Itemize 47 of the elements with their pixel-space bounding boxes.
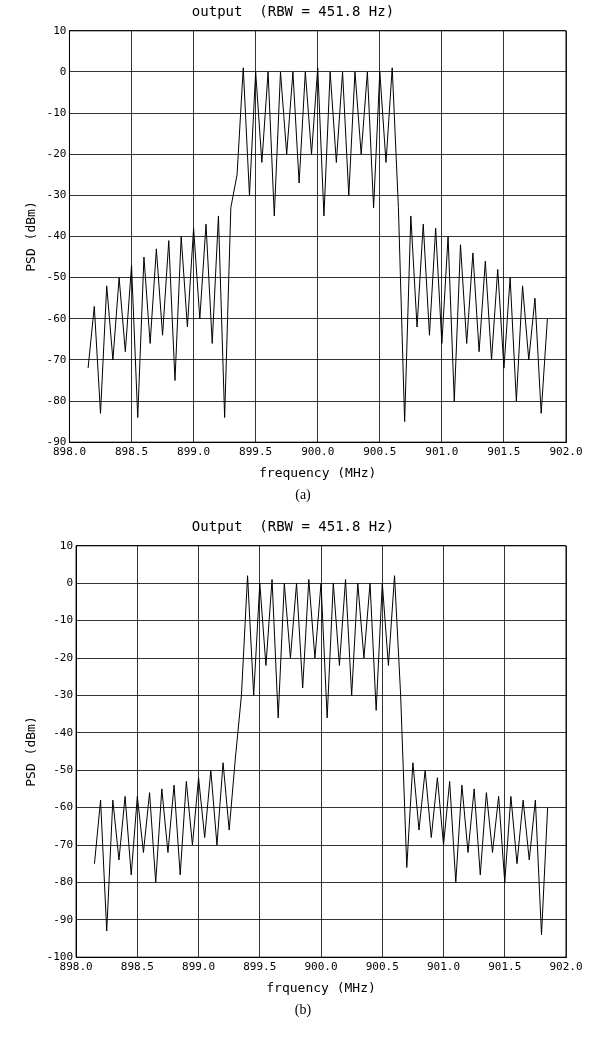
x-tick-label: 898.0 bbox=[59, 959, 93, 973]
y-axis-title: PSD (dBm) bbox=[23, 716, 39, 787]
x-tick-label: 900.0 bbox=[301, 444, 335, 458]
x-tick-label: 900.0 bbox=[304, 959, 338, 973]
x-tick-label: 901.5 bbox=[487, 444, 521, 458]
x-tick-label: 900.5 bbox=[365, 959, 399, 973]
x-tick-label: 902.0 bbox=[549, 959, 583, 973]
y-tick-label: -10 bbox=[53, 613, 74, 627]
x-tick-label: 898.5 bbox=[114, 444, 149, 458]
y-tick-label: -70 bbox=[53, 837, 74, 851]
x-tick-label: 901.5 bbox=[488, 959, 522, 973]
y-tick-label: -40 bbox=[46, 229, 67, 243]
x-tick-label: 898.5 bbox=[120, 959, 154, 973]
x-tick-label: 901.0 bbox=[426, 959, 461, 973]
y-tick-label: -80 bbox=[46, 393, 67, 407]
y-tick-label: -20 bbox=[53, 650, 74, 664]
y-tick-label: -50 bbox=[53, 763, 74, 777]
x-tick-label: 898.0 bbox=[52, 444, 87, 458]
y-tick-label: 10 bbox=[53, 23, 67, 37]
y-tick-label: -60 bbox=[53, 800, 74, 814]
y-tick-label: -30 bbox=[53, 688, 74, 702]
x-axis-title: frquency (MHz) bbox=[266, 979, 376, 995]
x-tick-label: 899.5 bbox=[243, 959, 277, 973]
y-tick-label: 10 bbox=[59, 538, 74, 552]
x-tick-label: 899.0 bbox=[177, 444, 211, 458]
y-tick-label: -90 bbox=[53, 912, 74, 926]
y-tick-label: -20 bbox=[46, 147, 67, 161]
y-tick-label: -60 bbox=[46, 311, 67, 325]
y-axis-title: PSD (dBm) bbox=[23, 201, 39, 272]
x-tick-label: 902.0 bbox=[549, 444, 583, 458]
y-tick-label: -50 bbox=[46, 270, 67, 284]
y-tick-label: -40 bbox=[53, 725, 74, 739]
x-tick-label: 899.0 bbox=[182, 959, 216, 973]
y-tick-label: -10 bbox=[46, 105, 67, 119]
x-tick-label: 900.5 bbox=[363, 444, 397, 458]
text: (a) bbox=[294, 486, 312, 504]
y-tick-label: -30 bbox=[46, 188, 67, 202]
chart-title: output (RBW = 451.8 Hz) bbox=[191, 3, 395, 20]
y-tick-label: 0 bbox=[66, 576, 74, 590]
y-tick-label: -70 bbox=[46, 352, 67, 366]
y-tick-label: -80 bbox=[53, 875, 74, 889]
x-axis-title: frequency (MHz) bbox=[259, 464, 377, 480]
x-tick-label: 901.0 bbox=[425, 444, 459, 458]
text: (b) bbox=[293, 1001, 313, 1019]
x-tick-label: 899.5 bbox=[239, 444, 273, 458]
y-tick-label: 0 bbox=[59, 64, 67, 78]
chart-title: Output (RBW = 451.8 Hz) bbox=[191, 518, 395, 535]
